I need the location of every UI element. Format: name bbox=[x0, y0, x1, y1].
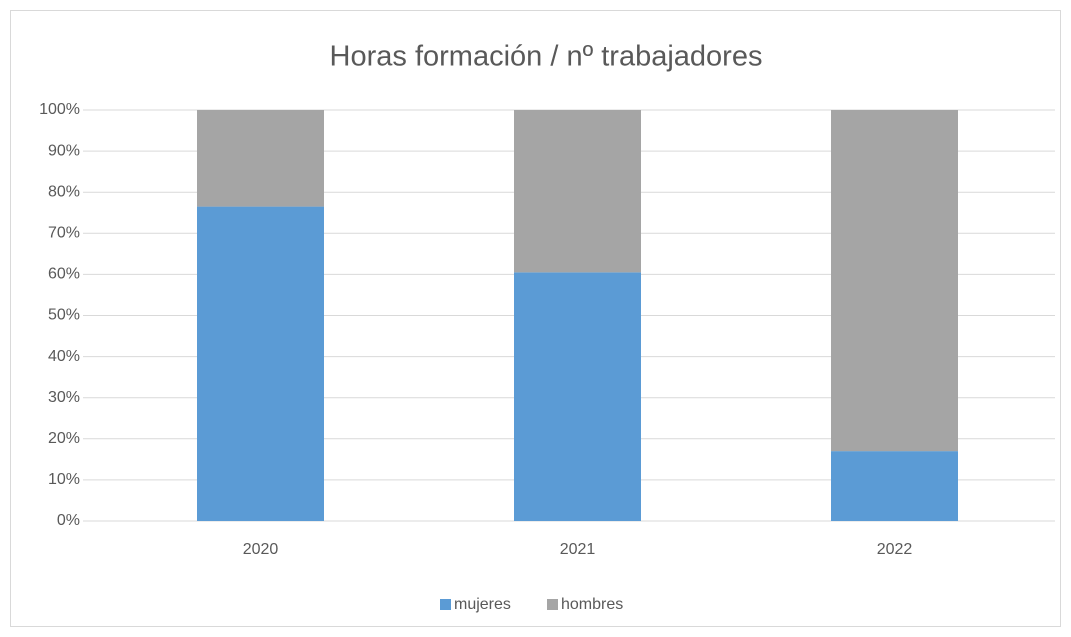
y-tick-label: 30% bbox=[48, 389, 80, 406]
bar-segment bbox=[514, 272, 641, 521]
y-tick-label: 70% bbox=[48, 225, 80, 242]
legend-label: mujeres bbox=[454, 596, 511, 613]
legend-swatch bbox=[440, 599, 451, 610]
y-tick-label: 50% bbox=[48, 307, 80, 324]
legend-swatch bbox=[547, 599, 558, 610]
y-tick-label: 80% bbox=[48, 183, 80, 200]
x-tick-label: 2021 bbox=[560, 541, 596, 558]
bar-segment bbox=[831, 110, 958, 452]
y-tick-label: 60% bbox=[48, 266, 80, 283]
y-tick-label: 90% bbox=[48, 142, 80, 159]
x-tick-label: 2020 bbox=[243, 541, 279, 558]
y-tick-label: 20% bbox=[48, 430, 80, 447]
bar-segment bbox=[831, 451, 958, 521]
legend-label: hombres bbox=[561, 596, 623, 613]
y-tick-label: 10% bbox=[48, 471, 80, 488]
x-tick-label: 2022 bbox=[877, 541, 913, 558]
y-tick-label: 0% bbox=[57, 512, 80, 529]
bar-segment bbox=[197, 206, 324, 521]
bar-segment bbox=[514, 110, 641, 273]
y-tick-label: 100% bbox=[39, 101, 80, 118]
y-tick-label: 40% bbox=[48, 348, 80, 365]
chart-title: Horas formación / nº trabajadores bbox=[330, 41, 763, 73]
bar-segment bbox=[197, 110, 324, 207]
